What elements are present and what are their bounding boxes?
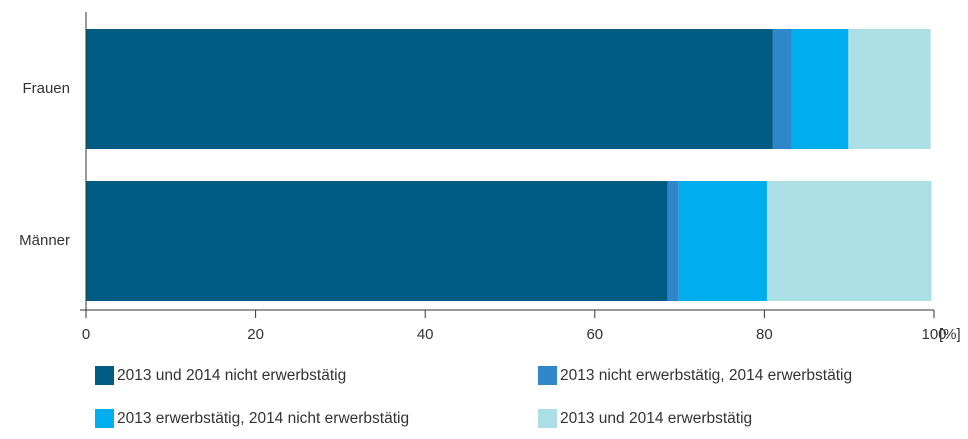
x-tick-label: 40 [417, 326, 434, 343]
legend-label: 2013 und 2014 erwerbstätig [560, 410, 752, 427]
legend-swatch [95, 366, 114, 385]
bar-segment [678, 181, 767, 301]
bar-segment [667, 181, 679, 301]
x-unit-label: [%] [939, 326, 961, 343]
legend-label: 2013 und 2014 nicht erwerbstätig [117, 367, 346, 384]
category-label: Männer [19, 232, 70, 249]
legend-item: 2013 und 2014 nicht erwerbstätig [95, 366, 346, 385]
x-tick-label: 100 [921, 326, 946, 343]
bar-segment [772, 29, 792, 149]
legend-swatch [538, 409, 557, 428]
bar-segment [791, 29, 849, 149]
legend-item: 2013 und 2014 erwerbstätig [538, 409, 752, 428]
legend-item: 2013 erwerbstätig, 2014 nicht erwerbstät… [95, 409, 409, 428]
bar-segment [848, 29, 931, 149]
legend-label: 2013 erwerbstätig, 2014 nicht erwerbstät… [117, 410, 409, 427]
bar-segment [86, 181, 668, 301]
legend-item: 2013 nicht erwerbstätig, 2014 erwerbstät… [538, 366, 852, 385]
category-label: Frauen [22, 80, 70, 97]
x-tick-label: 60 [586, 326, 603, 343]
axes-layer: Frauen Männer 0 20 40 60 80 100[%] [19, 12, 961, 343]
legend-swatch [538, 366, 557, 385]
x-tick-label: 20 [247, 326, 264, 343]
bar-segment [86, 29, 773, 149]
legend-label: 2013 nicht erwerbstätig, 2014 erwerbstät… [560, 367, 852, 384]
legend-swatch [95, 409, 114, 428]
bar-segment [766, 181, 932, 301]
bars-layer [86, 29, 932, 301]
legend: 2013 und 2014 nicht erwerbstätig 2013 nic… [95, 366, 852, 428]
x-tick-label: 0 [82, 326, 90, 343]
x-tick-label: 80 [756, 326, 773, 343]
